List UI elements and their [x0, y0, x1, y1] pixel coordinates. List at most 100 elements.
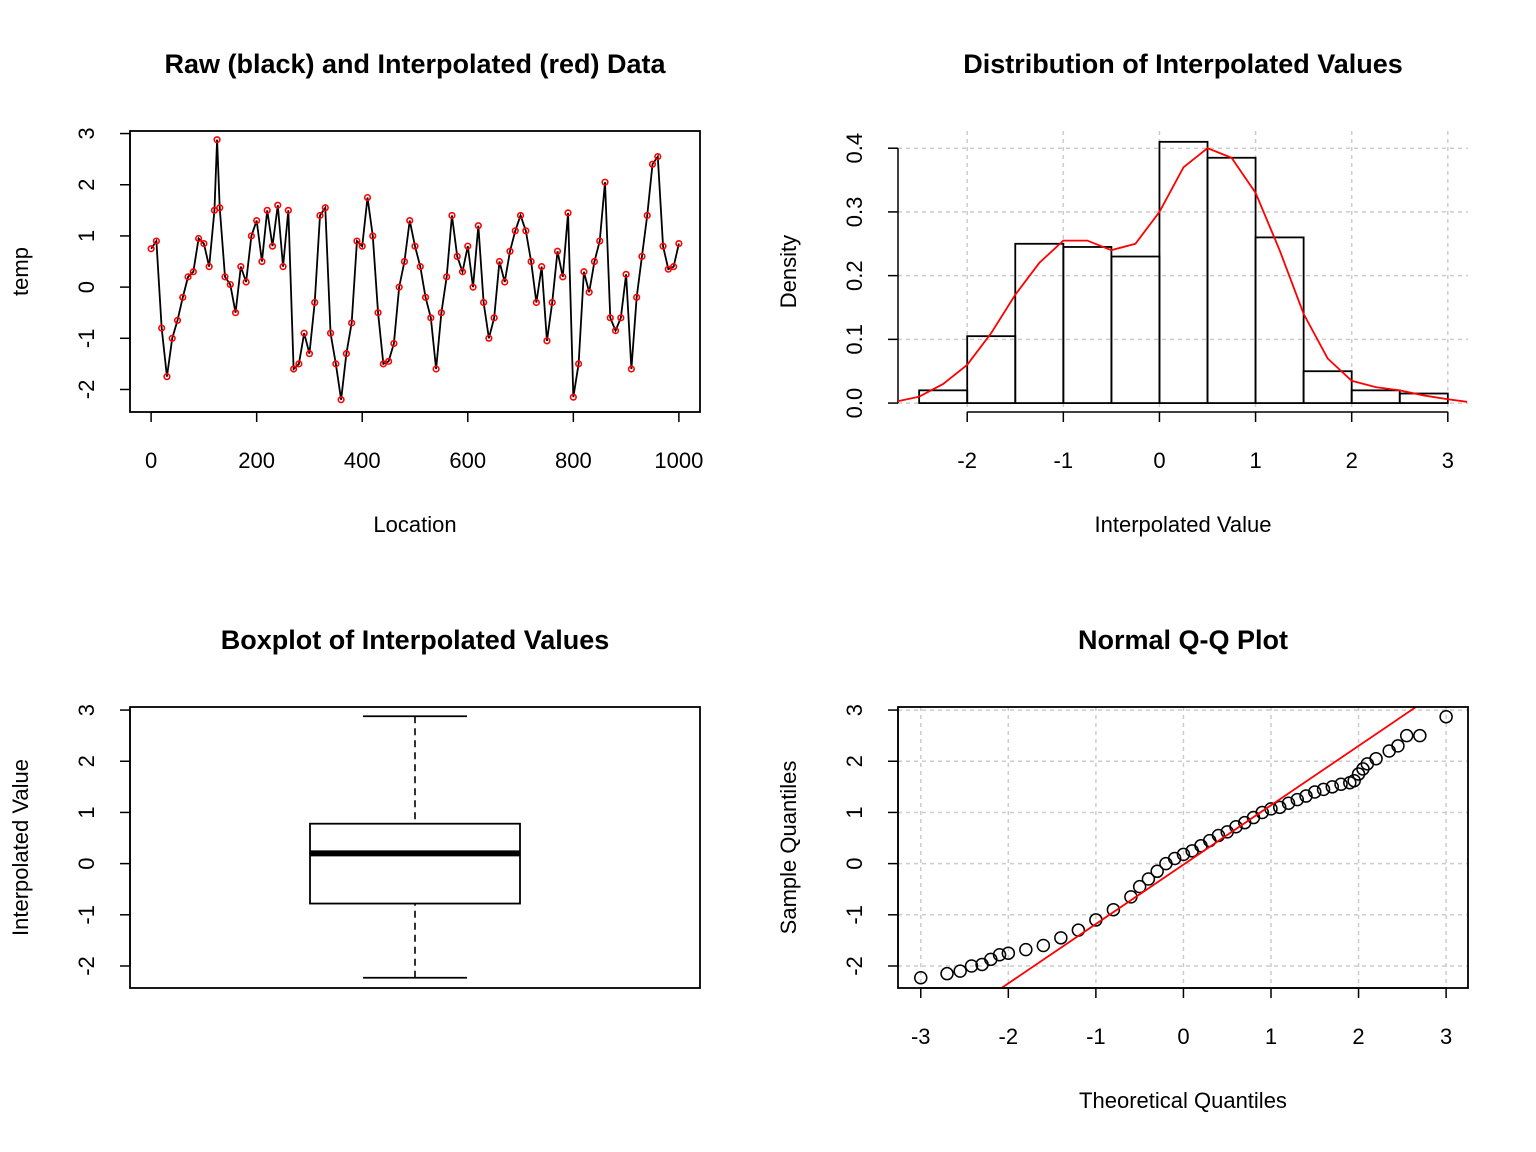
y-tick-label: -1: [842, 905, 867, 925]
data-point: [1001, 946, 1016, 960]
data-point: [627, 365, 635, 373]
histogram-bar: [1158, 140, 1209, 404]
y-tick-label: 0: [74, 281, 99, 293]
histogram-bar: [966, 335, 1017, 404]
data-point: [611, 327, 620, 335]
histogram-bar: [1350, 389, 1401, 404]
data-point: [1106, 902, 1121, 917]
data-point: [421, 293, 430, 301]
data-point: [374, 309, 382, 317]
data-point: [1308, 785, 1322, 799]
data-point: [168, 334, 176, 342]
data-point: [617, 314, 625, 322]
data-point: [247, 232, 255, 240]
data-point: [231, 309, 240, 317]
chart-title: Distribution of Interpolated Values: [963, 49, 1403, 79]
data-point: [1255, 805, 1269, 820]
data-point: [538, 263, 546, 271]
data-point: [1071, 923, 1086, 937]
data-point: [337, 396, 345, 404]
y-axis-label: Sample Quantiles: [776, 761, 801, 935]
data-point: [290, 365, 298, 373]
x-axis-label: Interpolated Value: [1095, 512, 1272, 537]
data-point: [305, 350, 314, 358]
data-point: [213, 136, 221, 144]
data-point: [300, 329, 308, 337]
data-point: [622, 270, 630, 278]
data-point: [158, 324, 166, 332]
plot-frame: [129, 706, 701, 989]
y-tick-label: -1: [74, 905, 99, 925]
y-tick-label: 1: [74, 806, 99, 818]
x-tick-label: 200: [238, 448, 275, 473]
data-point: [295, 360, 303, 368]
x-tick-label: 1: [1265, 1024, 1277, 1049]
y-axis-label: temp: [8, 247, 33, 296]
x-tick-label: 800: [555, 448, 592, 473]
data-point: [189, 268, 197, 276]
histogram-bar: [1014, 242, 1065, 404]
y-tick-label: 0.3: [842, 197, 867, 228]
data-point: [1273, 800, 1287, 815]
box: [309, 822, 521, 905]
data-point: [1391, 739, 1405, 753]
data-point: [643, 211, 651, 220]
histogram-bar: [1302, 370, 1353, 404]
x-tick-label: 1: [1249, 448, 1261, 473]
data-point: [205, 263, 213, 271]
data-point: [1369, 751, 1383, 766]
y-tick-label: 0.2: [842, 260, 867, 291]
data-point: [200, 240, 208, 248]
data-point: [179, 293, 187, 301]
data-point: [152, 237, 160, 245]
data-point: [964, 959, 979, 973]
data-point: [258, 257, 266, 266]
chart-title: Boxplot of Interpolated Values: [221, 625, 610, 655]
y-axis-label: Interpolated Value: [8, 759, 33, 936]
y-tick-label: 0: [74, 857, 99, 869]
data-point: [385, 357, 393, 365]
data-point: [501, 278, 509, 286]
data-point: [490, 314, 498, 322]
data-point: [575, 360, 583, 368]
data-point: [601, 178, 609, 186]
data-point: [395, 283, 403, 291]
data-point: [353, 237, 361, 245]
x-tick-label: -1: [1054, 448, 1074, 473]
data-point: [464, 242, 472, 250]
data-point: [553, 247, 562, 255]
histogram-bar: [1398, 392, 1449, 404]
data-point: [253, 216, 261, 225]
data-point: [226, 280, 234, 289]
x-tick-label: 0: [1177, 1024, 1189, 1049]
data-point: [1290, 792, 1305, 807]
data-point: [184, 273, 192, 281]
data-point: [953, 964, 967, 978]
data-point: [390, 339, 398, 348]
data-point: [480, 298, 488, 307]
data-point: [453, 252, 461, 261]
data-point: [532, 298, 540, 307]
data-point: [527, 257, 535, 266]
data-point: [1316, 782, 1331, 797]
density-curve: [898, 147, 1468, 403]
data-point: [1167, 851, 1182, 866]
data-point: [992, 947, 1007, 962]
data-point: [633, 293, 641, 301]
x-tick-label: -2: [999, 1024, 1019, 1049]
data-point: [342, 350, 350, 358]
x-tick-label: -2: [957, 448, 977, 473]
data-point: [580, 268, 588, 276]
x-tick-label: 0: [1153, 448, 1165, 473]
y-tick-label: -2: [74, 380, 99, 400]
data-point: [1439, 709, 1453, 724]
data-point: [443, 273, 451, 281]
data-point: [559, 273, 567, 281]
data-point: [427, 314, 435, 322]
plot-frame: [897, 706, 1469, 989]
data-point: [1229, 820, 1243, 834]
data-point: [1281, 796, 1296, 810]
data-point: [263, 206, 271, 214]
data-point: [458, 268, 467, 276]
data-point: [940, 966, 954, 981]
